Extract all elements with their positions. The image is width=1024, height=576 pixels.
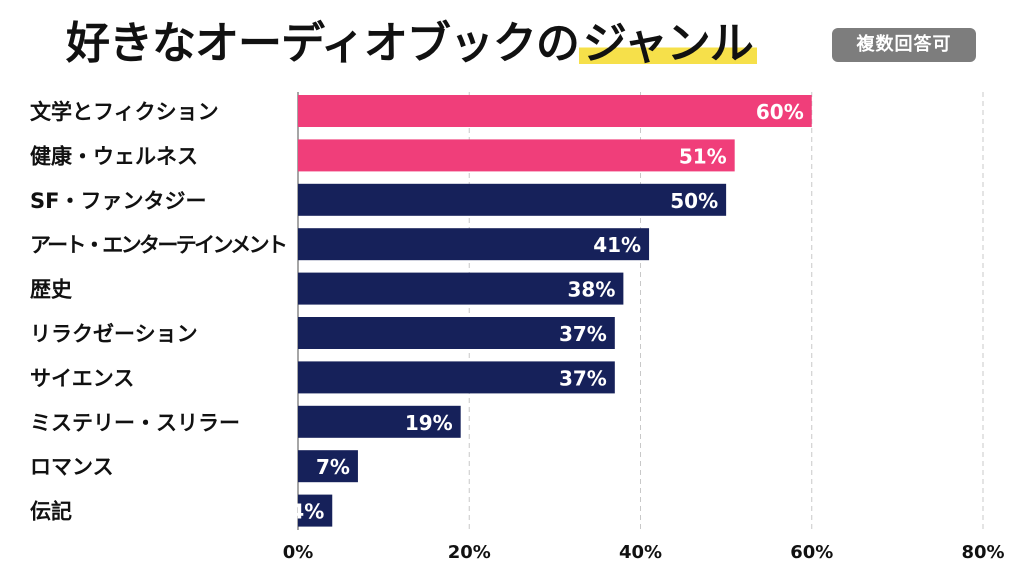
value-label: 19% [405, 411, 453, 435]
category-label: ロマンス [30, 455, 114, 479]
x-tick-label: 60% [790, 542, 833, 563]
category-label: 健康・ウェルネス [30, 144, 198, 168]
value-label: 4% [290, 500, 324, 524]
bar [298, 317, 615, 349]
bar [298, 228, 650, 261]
value-label: 7% [316, 455, 350, 479]
bar [298, 95, 812, 127]
category-label: 歴史 [30, 278, 73, 302]
x-tick-label: 40% [619, 542, 662, 563]
bar [298, 139, 735, 172]
category-label: 文学とフィクション [30, 100, 219, 124]
bar [298, 450, 358, 483]
title-main: 好きなオーディオブックの [66, 18, 580, 69]
multiple-answers-badge: 複数回答可 [832, 28, 976, 62]
x-tick-label: 80% [961, 542, 1004, 563]
value-label: 37% [559, 322, 607, 346]
category-label: リラクゼーション [30, 322, 198, 346]
category-label: ミステリー・スリラー [30, 411, 240, 435]
x-tick-label: 0% [283, 542, 314, 563]
value-label: 41% [593, 233, 641, 257]
value-label: 37% [559, 366, 607, 390]
category-label: サイエンス [30, 366, 134, 390]
bar [298, 494, 333, 527]
bar [298, 361, 615, 394]
category-label: 伝記 [30, 500, 72, 524]
bar [298, 183, 727, 216]
value-label: 38% [568, 278, 616, 302]
value-label: 60% [756, 100, 804, 124]
x-tick-label: 20% [448, 542, 491, 563]
value-label: 50% [670, 189, 718, 213]
value-label: 51% [679, 144, 727, 168]
bar [298, 272, 624, 305]
chart-title: 好きなオーディオブックのジャンル [66, 14, 757, 74]
bar [298, 405, 461, 438]
title-highlight: ジャンル [578, 18, 757, 69]
category-label: アート・エンターテインメント [30, 233, 288, 257]
category-label: SF・ファンタジー [30, 189, 206, 213]
